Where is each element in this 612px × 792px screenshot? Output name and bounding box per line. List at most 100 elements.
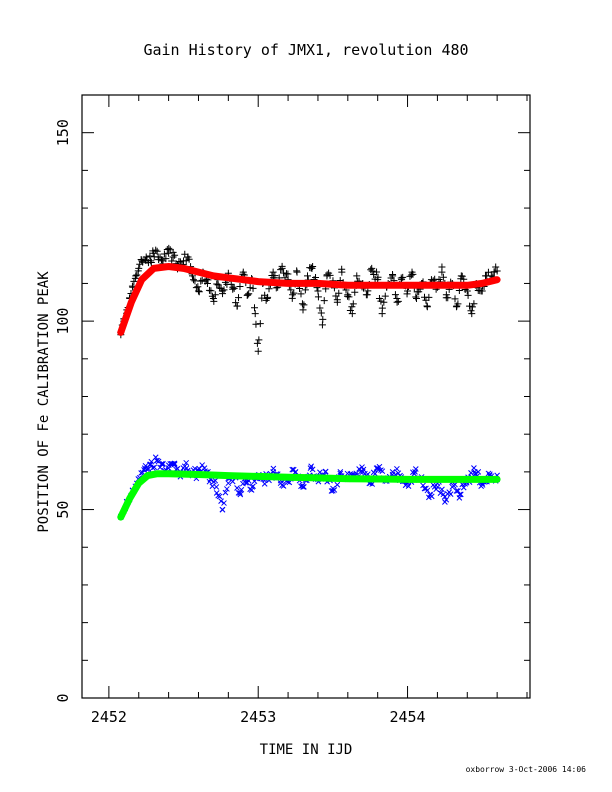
data-point-plus xyxy=(251,310,259,318)
data-point-plus xyxy=(492,263,500,271)
data-point-plus xyxy=(169,248,177,256)
data-point-plus xyxy=(244,291,252,299)
data-point-cross xyxy=(421,485,428,492)
x-axis-label: TIME IN IJD xyxy=(260,742,353,758)
data-point-plus xyxy=(251,304,258,312)
data-point-cross xyxy=(308,463,315,470)
data-point-plus xyxy=(312,273,320,281)
data-point-cross xyxy=(360,466,367,473)
data-point-plus xyxy=(168,257,176,265)
data-point-cross xyxy=(457,491,464,498)
data-point-plus xyxy=(454,300,462,308)
data-point-plus xyxy=(284,270,292,278)
data-point-plus xyxy=(397,274,405,282)
data-point-plus xyxy=(189,276,197,284)
data-point-cross xyxy=(221,500,227,506)
data-point-cross xyxy=(334,481,341,488)
y-axis-ticks: 0 50 100 150 xyxy=(54,94,530,703)
data-point-plus xyxy=(348,303,356,311)
data-point-plus xyxy=(255,336,263,344)
data-point-cross xyxy=(152,454,159,461)
data-point-plus xyxy=(134,267,142,275)
data-point-plus xyxy=(403,290,411,298)
data-point-plus xyxy=(271,272,279,280)
data-point-plus xyxy=(288,294,296,302)
data-point-cross xyxy=(456,494,463,501)
data-point-plus xyxy=(152,246,160,254)
data-point-cross xyxy=(212,477,219,484)
data-point-cross xyxy=(460,484,467,491)
data-point-plus xyxy=(213,280,221,288)
data-point-plus xyxy=(374,273,382,281)
data-point-plus xyxy=(368,267,376,275)
data-point-plus xyxy=(217,284,225,292)
data-point-cross xyxy=(405,483,412,489)
data-point-plus xyxy=(182,257,190,265)
data-point-cross xyxy=(472,470,479,477)
data-point-plus xyxy=(319,315,327,323)
data-point-cross xyxy=(209,483,216,490)
data-point-plus xyxy=(131,274,139,282)
data-point-plus xyxy=(423,303,431,311)
data-point-cross xyxy=(183,459,190,466)
data-point-plus xyxy=(348,310,356,318)
data-point-plus xyxy=(192,284,200,292)
data-point-plus xyxy=(227,280,235,288)
data-point-cross xyxy=(286,479,293,486)
data-point-plus xyxy=(468,310,476,318)
data-point-plus xyxy=(162,255,170,263)
data-point-plus xyxy=(460,275,468,283)
data-point-plus xyxy=(300,301,308,309)
data-point-cross xyxy=(224,486,230,492)
data-point-plus xyxy=(277,266,285,274)
data-point-plus xyxy=(133,271,141,279)
data-point-cross xyxy=(411,471,418,477)
data-point-cross xyxy=(219,506,226,513)
data-point-cross xyxy=(151,464,158,471)
data-point-cross xyxy=(192,465,198,472)
data-point-plus xyxy=(235,294,243,302)
data-point-plus xyxy=(309,262,317,270)
data-point-cross xyxy=(242,479,249,486)
data-point-plus xyxy=(394,297,402,305)
data-point-plus xyxy=(349,300,357,308)
data-point-plus xyxy=(316,304,324,312)
data-point-plus xyxy=(470,300,478,308)
data-point-plus xyxy=(346,306,354,314)
data-point-plus xyxy=(158,256,166,264)
data-point-cross xyxy=(434,484,441,490)
data-point-plus xyxy=(468,303,476,311)
data-point-plus xyxy=(297,290,305,298)
data-point-plus xyxy=(256,320,264,328)
data-point-plus xyxy=(490,268,498,276)
data-point-plus xyxy=(407,271,415,279)
data-point-cross xyxy=(174,465,181,472)
data-point-plus xyxy=(194,283,202,291)
data-point-cross xyxy=(322,468,329,475)
data-point-cross xyxy=(353,470,360,477)
data-point-plus xyxy=(258,294,266,302)
data-point-plus xyxy=(373,268,381,276)
data-point-cross xyxy=(412,466,419,472)
data-point-plus xyxy=(484,268,492,276)
series-0 xyxy=(117,244,501,355)
data-point-plus xyxy=(233,302,241,310)
series-1 xyxy=(117,263,501,336)
data-point-cross xyxy=(170,460,176,467)
data-point-plus xyxy=(333,296,341,304)
data-point-cross xyxy=(475,469,482,475)
data-point-plus xyxy=(220,286,228,294)
data-point-cross xyxy=(158,461,165,467)
data-point-cross xyxy=(309,466,316,473)
data-point-plus xyxy=(438,263,446,271)
data-point-cross xyxy=(216,493,223,500)
data-point-plus xyxy=(335,289,343,297)
data-point-plus xyxy=(303,272,311,280)
data-marks xyxy=(117,244,501,521)
data-point-plus xyxy=(367,266,375,274)
data-point-plus xyxy=(314,287,322,295)
data-point-plus xyxy=(246,284,254,292)
data-point-plus xyxy=(320,297,328,305)
data-point-cross xyxy=(229,478,236,485)
